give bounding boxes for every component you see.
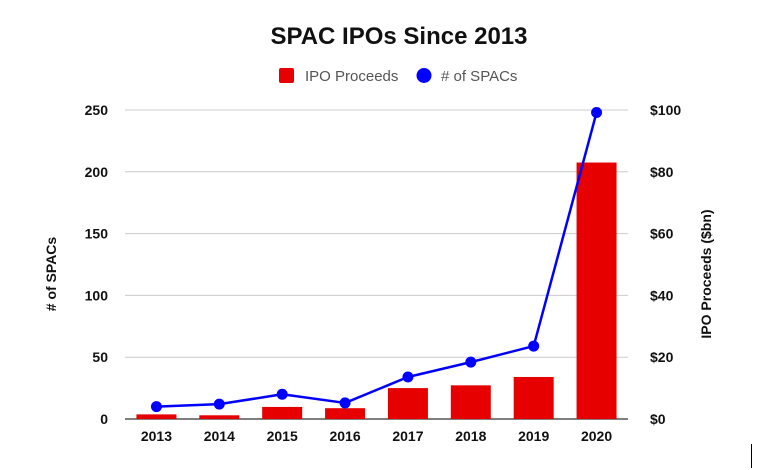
line-spacs — [156, 112, 598, 408]
right-axis-ticks: $0 $20 $40 $60 $80 $100 — [650, 102, 681, 427]
left-tick-label: 50 — [92, 349, 108, 365]
bar-ipo-proceeds — [387, 388, 428, 419]
right-tick-label: $40 — [650, 287, 674, 303]
right-tick-label: $80 — [650, 164, 674, 180]
legend: IPO Proceeds # of SPACs — [279, 68, 517, 85]
x-tick-label: 2013 — [141, 428, 172, 444]
point-spacs — [276, 388, 288, 400]
legend-label-spacs: # of SPACs — [441, 68, 517, 85]
left-tick-label: 200 — [85, 164, 109, 180]
chart-title: SPAC IPOs Since 2013 — [270, 23, 527, 50]
x-tick-label: 2019 — [518, 428, 549, 444]
right-axis-title: IPO Proceeds ($bn) — [698, 209, 714, 338]
legend-swatch-ipo-proceeds — [279, 68, 294, 83]
point-spacs — [402, 371, 414, 383]
right-tick-label: $0 — [650, 411, 666, 427]
left-tick-label: 0 — [100, 411, 108, 427]
x-tick-label: 2017 — [392, 428, 423, 444]
left-axis-title: # of SPACs — [43, 237, 59, 312]
bar-ipo-proceeds — [325, 408, 366, 419]
x-axis-ticks: 2013 2014 2015 2016 2017 2018 2019 2020 — [141, 428, 612, 444]
bar-ipo-proceeds — [576, 162, 617, 419]
bar-ipo-proceeds — [199, 415, 240, 419]
point-spacs — [528, 340, 540, 352]
line-series-spacs — [150, 106, 603, 413]
x-tick-label: 2014 — [204, 428, 235, 444]
point-spacs — [213, 398, 225, 410]
left-tick-label: 100 — [85, 287, 109, 303]
point-spacs — [150, 401, 162, 413]
left-tick-label: 150 — [85, 226, 109, 242]
legend-marker-spacs — [416, 68, 432, 83]
left-tick-label: 250 — [85, 102, 109, 118]
bar-ipo-proceeds — [262, 406, 303, 419]
right-tick-label: $100 — [650, 102, 681, 118]
bar-ipo-proceeds — [450, 385, 491, 419]
text-cursor-mark — [751, 444, 752, 468]
x-tick-label: 2018 — [455, 428, 486, 444]
right-tick-label: $20 — [650, 349, 674, 365]
point-spacs — [465, 356, 477, 368]
point-spacs — [591, 106, 603, 118]
point-spacs — [339, 397, 351, 409]
legend-label-ipo-proceeds: IPO Proceeds — [305, 68, 398, 85]
x-tick-label: 2015 — [267, 428, 298, 444]
x-tick-label: 2016 — [329, 428, 360, 444]
right-tick-label: $60 — [650, 226, 674, 242]
bar-series-ipo-proceeds — [136, 162, 617, 419]
left-axis-ticks: 0 50 100 150 200 250 — [85, 102, 109, 427]
bar-ipo-proceeds — [136, 414, 177, 419]
x-tick-label: 2020 — [581, 428, 612, 444]
gridlines — [125, 109, 628, 420]
bar-ipo-proceeds — [513, 376, 554, 419]
